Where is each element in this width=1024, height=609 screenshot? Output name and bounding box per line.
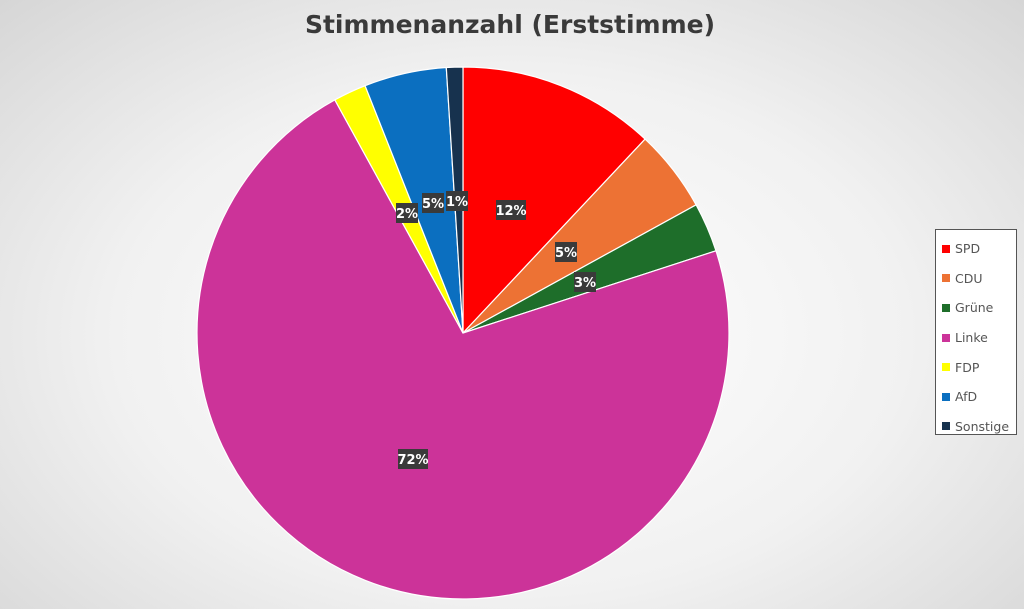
legend-item-fdp: FDP [936,352,1016,382]
data-label-linke: 72% [397,449,429,469]
legend-item-cdu: CDU [936,264,1016,294]
legend-label-fdp: FDP [955,359,980,375]
legend-item-linke: Linke [936,323,1016,353]
svg-text:5%: 5% [555,246,577,261]
legend-label-cdu: CDU [955,270,983,286]
data-label-spd: 12% [495,200,527,220]
legend-item-spd: SPD [936,234,1016,264]
chart-title: Stimmenanzahl (Erststimme) [304,10,716,39]
legend-label-afd: AfD [955,389,978,405]
legend-label-sonstige: Sonstige [955,418,1010,434]
legend-label-gr-ne: Grüne [955,300,994,316]
data-label-afd: 5% [422,193,444,213]
legend-swatch-cdu [942,274,950,283]
legend-swatch-spd [942,244,950,253]
legend-swatch-linke [942,333,950,342]
legend-label-linke: Linke [955,330,988,346]
legend-swatch-sonstige [942,422,950,431]
svg-text:3%: 3% [574,276,596,291]
data-label-fdp: 2% [396,203,418,223]
legend-swatch-fdp [942,363,950,372]
svg-text:72%: 72% [397,453,428,468]
svg-text:12%: 12% [495,204,526,219]
data-label-sonstige: 1% [446,191,468,211]
pie-slice-linke [196,99,730,600]
pie-slice-spd [462,66,646,335]
legend-label-spd: SPD [955,241,981,257]
legend-item-sonstige: Sonstige [936,412,1016,442]
data-label-cdu: 5% [555,242,577,262]
svg-text:5%: 5% [422,197,444,212]
legend-item-gr-ne: Grüne [936,293,1016,323]
svg-text:1%: 1% [446,195,468,210]
data-label-gr-ne: 3% [574,272,596,292]
svg-text:2%: 2% [396,207,418,222]
legend-swatch-gr-ne [942,303,950,312]
legend-item-afd: AfD [936,382,1016,412]
legend: SPD CDU Grüne Linke FDP AfD Sonstige [935,229,1017,435]
legend-swatch-afd [942,392,950,401]
